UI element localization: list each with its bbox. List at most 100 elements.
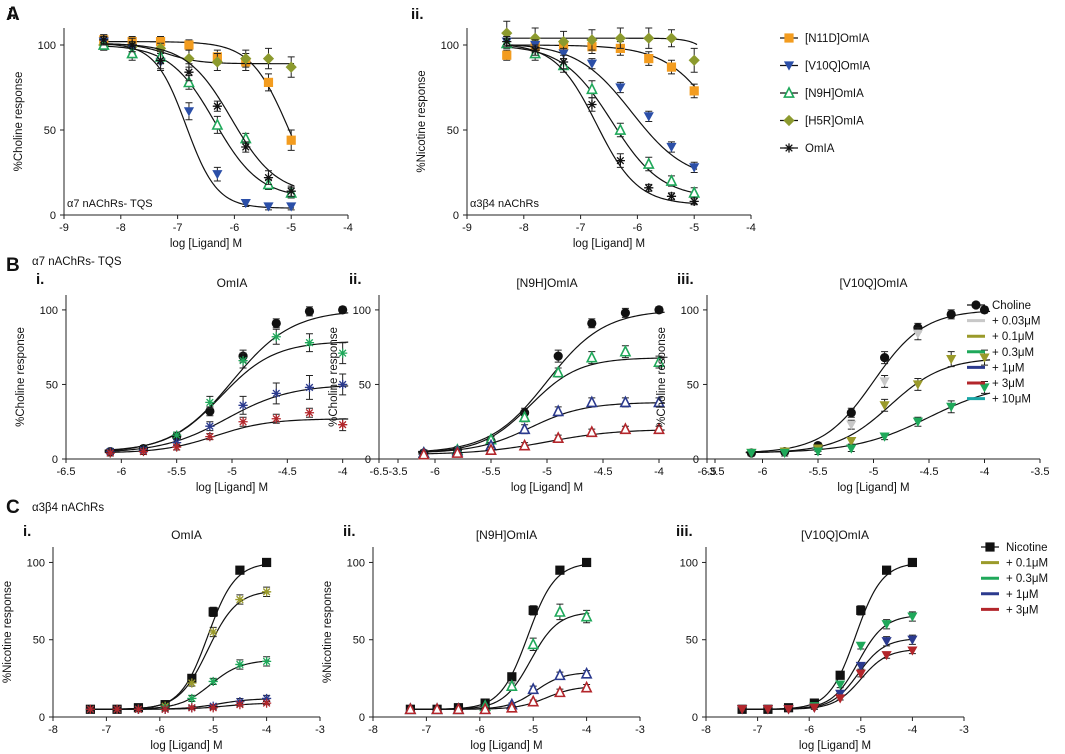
x-axis-label: log [Ligand] M xyxy=(511,482,583,494)
data-point xyxy=(285,61,297,73)
x-tick-label: -7 xyxy=(102,724,112,736)
data-point xyxy=(404,702,417,715)
x-tick-label: -5 xyxy=(542,466,552,478)
legend-label: + 1μM xyxy=(1006,589,1039,601)
y-tick-label: 50 xyxy=(46,379,58,391)
legend-marker xyxy=(971,300,981,310)
data-point xyxy=(688,54,700,66)
data-point xyxy=(485,443,497,455)
data-point xyxy=(809,703,820,713)
x-tick-label: -3.5 xyxy=(1031,466,1050,478)
data-point xyxy=(271,388,281,398)
y-tick-label: 100 xyxy=(27,557,45,569)
y-axis-label: %Choline response xyxy=(13,72,25,172)
x-tick-label: -4 xyxy=(338,466,348,478)
data-point xyxy=(212,101,222,111)
legend-item: + 0.3μM xyxy=(967,347,1034,359)
data-point xyxy=(262,698,272,708)
legend-item: + 0.03μM xyxy=(967,316,1041,328)
y-axis-label: %Nicotine response xyxy=(416,70,428,172)
data-point xyxy=(882,565,892,575)
data-point xyxy=(431,702,443,715)
legend-item: + 0.1μM xyxy=(967,331,1034,343)
data-point xyxy=(241,142,251,152)
data-point xyxy=(172,430,182,440)
data-point xyxy=(585,425,598,438)
data-point xyxy=(552,431,565,444)
data-point xyxy=(643,112,654,122)
data-point xyxy=(452,702,465,715)
x-tick-label: -6 xyxy=(430,466,440,478)
series--0-3-m xyxy=(104,328,349,457)
x-tick-label: -4 xyxy=(980,466,990,478)
data-point xyxy=(580,666,593,679)
panel-letter-a: A xyxy=(6,4,20,25)
x-tick-label: -8 xyxy=(368,724,378,736)
x-tick-label: -7 xyxy=(576,222,586,234)
chart-bii: -6.5 -6 -5.5 -5 -4.5 -4 -3.5 0 50 100 log [Ligand]… xyxy=(328,271,724,494)
data-point xyxy=(666,142,677,153)
data-point xyxy=(205,421,215,431)
data-point xyxy=(105,448,115,458)
data-point xyxy=(666,62,677,72)
data-point xyxy=(614,123,627,135)
data-point xyxy=(527,694,540,707)
x-tick-label: -3 xyxy=(635,724,645,736)
data-point xyxy=(881,620,892,630)
data-point xyxy=(879,377,890,387)
x-axis-label: log [Ligand] M xyxy=(837,482,909,494)
chart-bi: -6.5 -6 -5.5 -5 -4.5 -4 -3.5 0 50 100 log [Ligand]… xyxy=(15,271,407,494)
x-tick-label: -5 xyxy=(528,724,538,736)
legend-item: [N11D]OmIA xyxy=(780,33,870,45)
series--3-m xyxy=(417,422,665,460)
x-tick-label: -6 xyxy=(116,466,126,478)
data-point xyxy=(762,705,774,715)
legend-label: [N9H]OmIA xyxy=(805,88,864,100)
fit-curve xyxy=(104,341,349,451)
y-tick-label: 100 xyxy=(681,305,699,317)
data-point xyxy=(846,444,857,454)
x-tick-label: -4 xyxy=(262,724,272,736)
data-point xyxy=(133,704,144,714)
y-tick-label: 50 xyxy=(687,379,699,391)
x-tick-label: -6 xyxy=(633,222,643,234)
x-tick-label: -5.5 xyxy=(809,466,828,478)
x-tick-label: -5.5 xyxy=(482,466,501,478)
data-point xyxy=(479,702,492,715)
data-point xyxy=(835,689,846,699)
data-point xyxy=(262,656,272,666)
chart-title: [N9H]OmIA xyxy=(476,528,537,542)
data-point xyxy=(689,196,699,206)
data-point xyxy=(979,305,990,315)
y-tick-label: 100 xyxy=(680,557,698,569)
x-tick-label: -6.5 xyxy=(57,466,76,478)
legend-label: + 3μM xyxy=(1006,604,1039,616)
legend-b: Choline + 0.03μM + 0.1μM + 0.3μM + 1μM + 3μM +… xyxy=(967,300,1041,406)
data-point xyxy=(642,157,655,169)
data-point xyxy=(235,565,245,575)
data-point xyxy=(855,641,866,652)
chart-panels: -9 -8 -7 -6 -5 -4 0 50 100 log [Ligand] M %Choline… xyxy=(2,6,1049,752)
data-point xyxy=(505,679,518,691)
x-axis-label: log [Ligand] M xyxy=(150,740,222,752)
data-point xyxy=(746,448,757,459)
x-tick-label: -7 xyxy=(422,724,432,736)
data-point xyxy=(205,397,215,407)
x-tick-label: -4.5 xyxy=(920,466,939,478)
data-point xyxy=(235,700,245,710)
chart-title: [V10Q]OmIA xyxy=(801,528,869,542)
data-point xyxy=(240,53,252,65)
data-point xyxy=(304,382,315,393)
data-point xyxy=(501,27,513,39)
data-point xyxy=(212,170,223,180)
y-tick-label: 50 xyxy=(33,635,45,647)
legend-label: [N11D]OmIA xyxy=(805,33,870,45)
data-point xyxy=(846,408,856,418)
data-point xyxy=(554,668,566,681)
data-point xyxy=(643,32,655,44)
data-point xyxy=(557,36,570,48)
fit-curve xyxy=(407,563,590,710)
data-point xyxy=(262,587,272,597)
x-tick-label: -6 xyxy=(230,222,240,234)
legend-label: OmIA xyxy=(805,143,835,155)
